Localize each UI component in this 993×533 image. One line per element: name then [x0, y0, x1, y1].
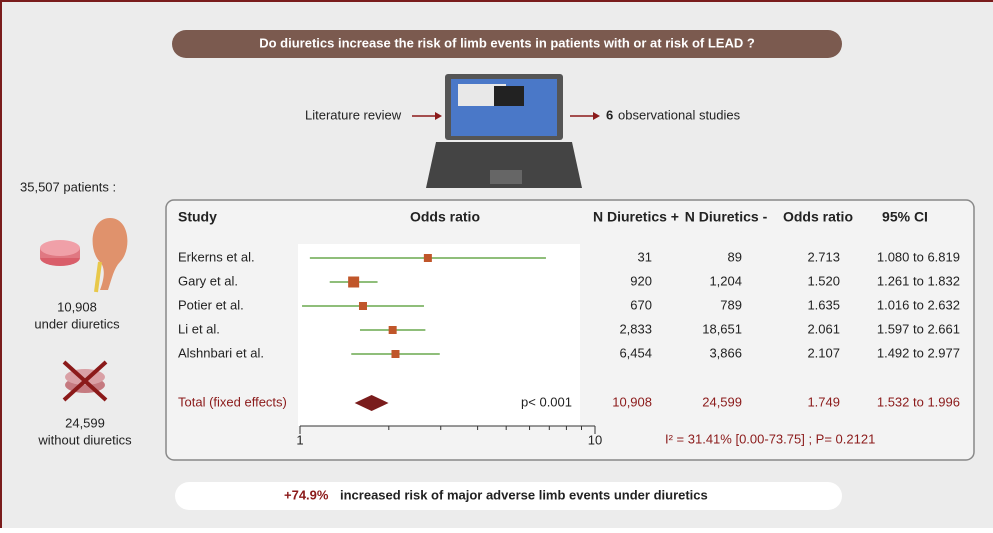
study-name: Alshnbari et al.	[178, 345, 264, 360]
review-right: observational studies	[618, 107, 741, 122]
study-name: Potier et al.	[178, 297, 244, 312]
heterogeneity: I² = 31.41% [0.00-73.75] ; P= 0.2121	[665, 431, 875, 446]
dish-icon	[40, 240, 80, 266]
n-minus: 789	[720, 297, 742, 312]
crossed-dish-icon	[62, 360, 108, 402]
without-n: 24,599	[65, 415, 105, 430]
laptop	[426, 74, 582, 188]
total-label: Total (fixed effects)	[178, 394, 287, 409]
header-title: Do diuretics increase the risk of limb e…	[259, 35, 755, 50]
odds-ratio: 1.520	[807, 273, 840, 288]
odds-square	[358, 302, 367, 310]
n-plus: 670	[630, 297, 652, 312]
without-label: without diuretics	[37, 432, 132, 447]
odds-square	[348, 276, 360, 288]
odds-ratio: 1.635	[807, 297, 840, 312]
odds-square	[391, 350, 400, 358]
ci: 1.080 to 6.819	[877, 249, 960, 264]
arrow-head	[435, 112, 442, 120]
x-tick-label: 10	[588, 432, 602, 447]
n-minus: 18,651	[702, 321, 742, 336]
x-tick-label: 1	[296, 432, 303, 447]
n-plus: 6,454	[619, 345, 652, 360]
with-label: under diuretics	[34, 316, 120, 331]
study-name: Gary et al.	[178, 273, 238, 288]
patients-total: 35,507 patients :	[20, 179, 116, 194]
header-pill	[172, 30, 842, 58]
ci: 1.016 to 2.632	[877, 297, 960, 312]
column-header: 95% CI	[882, 209, 928, 225]
odds-ratio: 2.061	[807, 321, 840, 336]
arrow-head	[593, 112, 600, 120]
ci: 1.261 to 1.832	[877, 273, 960, 288]
n-plus: 31	[638, 249, 652, 264]
total-diamond	[354, 395, 389, 411]
with-n: 10,908	[57, 299, 97, 314]
total-ci: 1.532 to 1.996	[877, 394, 960, 409]
n-plus: 920	[630, 273, 652, 288]
column-header: N Diuretics +	[593, 209, 679, 225]
odds-square	[423, 254, 432, 262]
study-name: Erkerns et al.	[178, 249, 255, 264]
odds-ratio: 2.713	[807, 249, 840, 264]
study-name: Li et al.	[178, 321, 220, 336]
total-n-minus: 24,599	[702, 394, 742, 409]
column-header: Odds ratio	[783, 209, 853, 225]
odds-ratio: 2.107	[807, 345, 840, 360]
p-value: p< 0.001	[521, 394, 572, 409]
kidney-icon	[92, 218, 128, 293]
ci: 1.597 to 2.661	[877, 321, 960, 336]
total-odds-ratio: 1.749	[807, 394, 840, 409]
review-count: 6	[606, 107, 613, 122]
n-plus: 2,833	[619, 321, 652, 336]
column-header: Study	[178, 209, 217, 225]
odds-square	[388, 326, 397, 334]
column-header: N Diuretics -	[685, 209, 768, 225]
footer-highlight: +74.9%	[284, 487, 329, 502]
n-minus: 1,204	[709, 273, 742, 288]
plot-area	[298, 244, 580, 426]
n-minus: 89	[728, 249, 742, 264]
ci: 1.492 to 2.977	[877, 345, 960, 360]
footer-pill	[175, 482, 842, 510]
total-n-plus: 10,908	[612, 394, 652, 409]
footer-text: increased risk of major adverse limb eve…	[340, 487, 708, 502]
review-left: Literature review	[305, 107, 402, 122]
column-header: Odds ratio	[410, 209, 480, 225]
n-minus: 3,866	[709, 345, 742, 360]
